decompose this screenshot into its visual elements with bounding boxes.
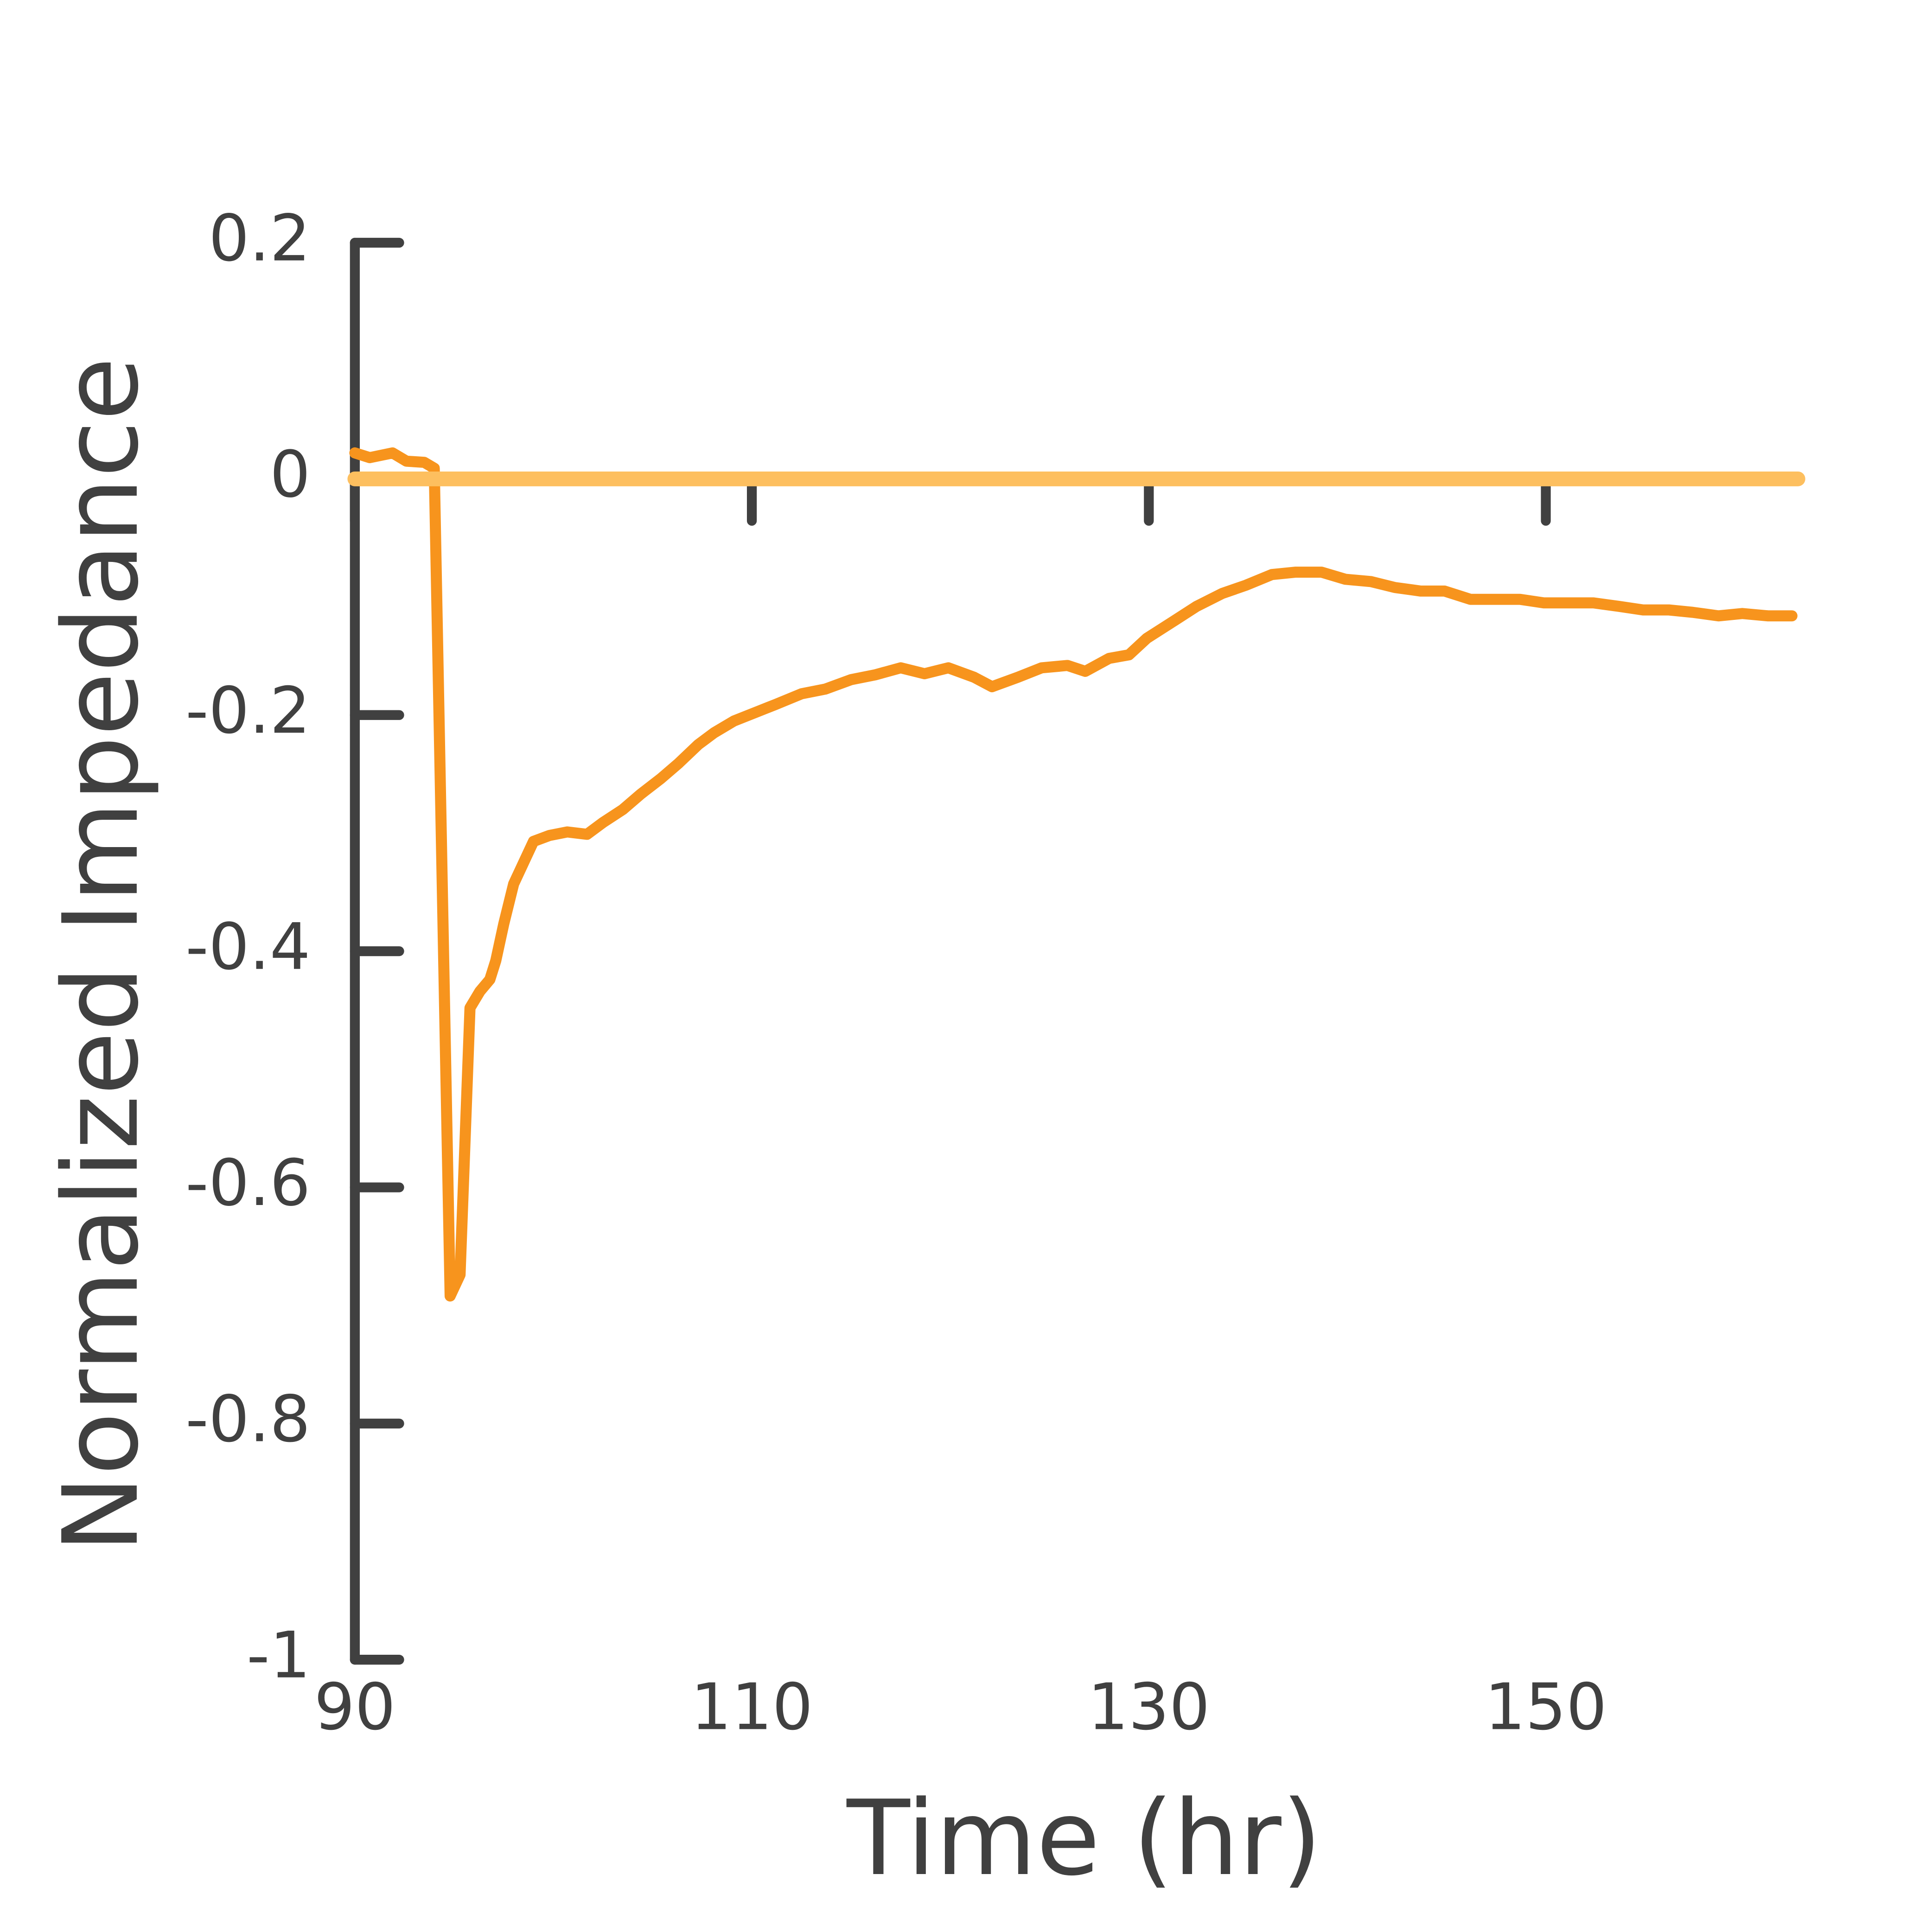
x-tick-label: 150	[1485, 1670, 1607, 1744]
x-tick-label: 130	[1088, 1670, 1210, 1744]
x-tick-label: 90	[314, 1670, 395, 1744]
y-tick-label: -0.6	[185, 1146, 311, 1220]
y-tick-label: -0.2	[185, 673, 311, 748]
x-tick-label: 110	[691, 1670, 813, 1744]
y-tick-label: -0.8	[185, 1382, 311, 1456]
x-axis-label: Time (hr)	[846, 1778, 1322, 1899]
y-axis-label: Normalized Impedance	[41, 357, 161, 1553]
y-tick-label: -1	[247, 1618, 311, 1693]
data-line	[349, 447, 1798, 1302]
y-tick-label: -0.4	[185, 910, 311, 984]
y-tick-label: 0	[270, 437, 311, 512]
y-tick-label: 0.2	[209, 201, 311, 276]
